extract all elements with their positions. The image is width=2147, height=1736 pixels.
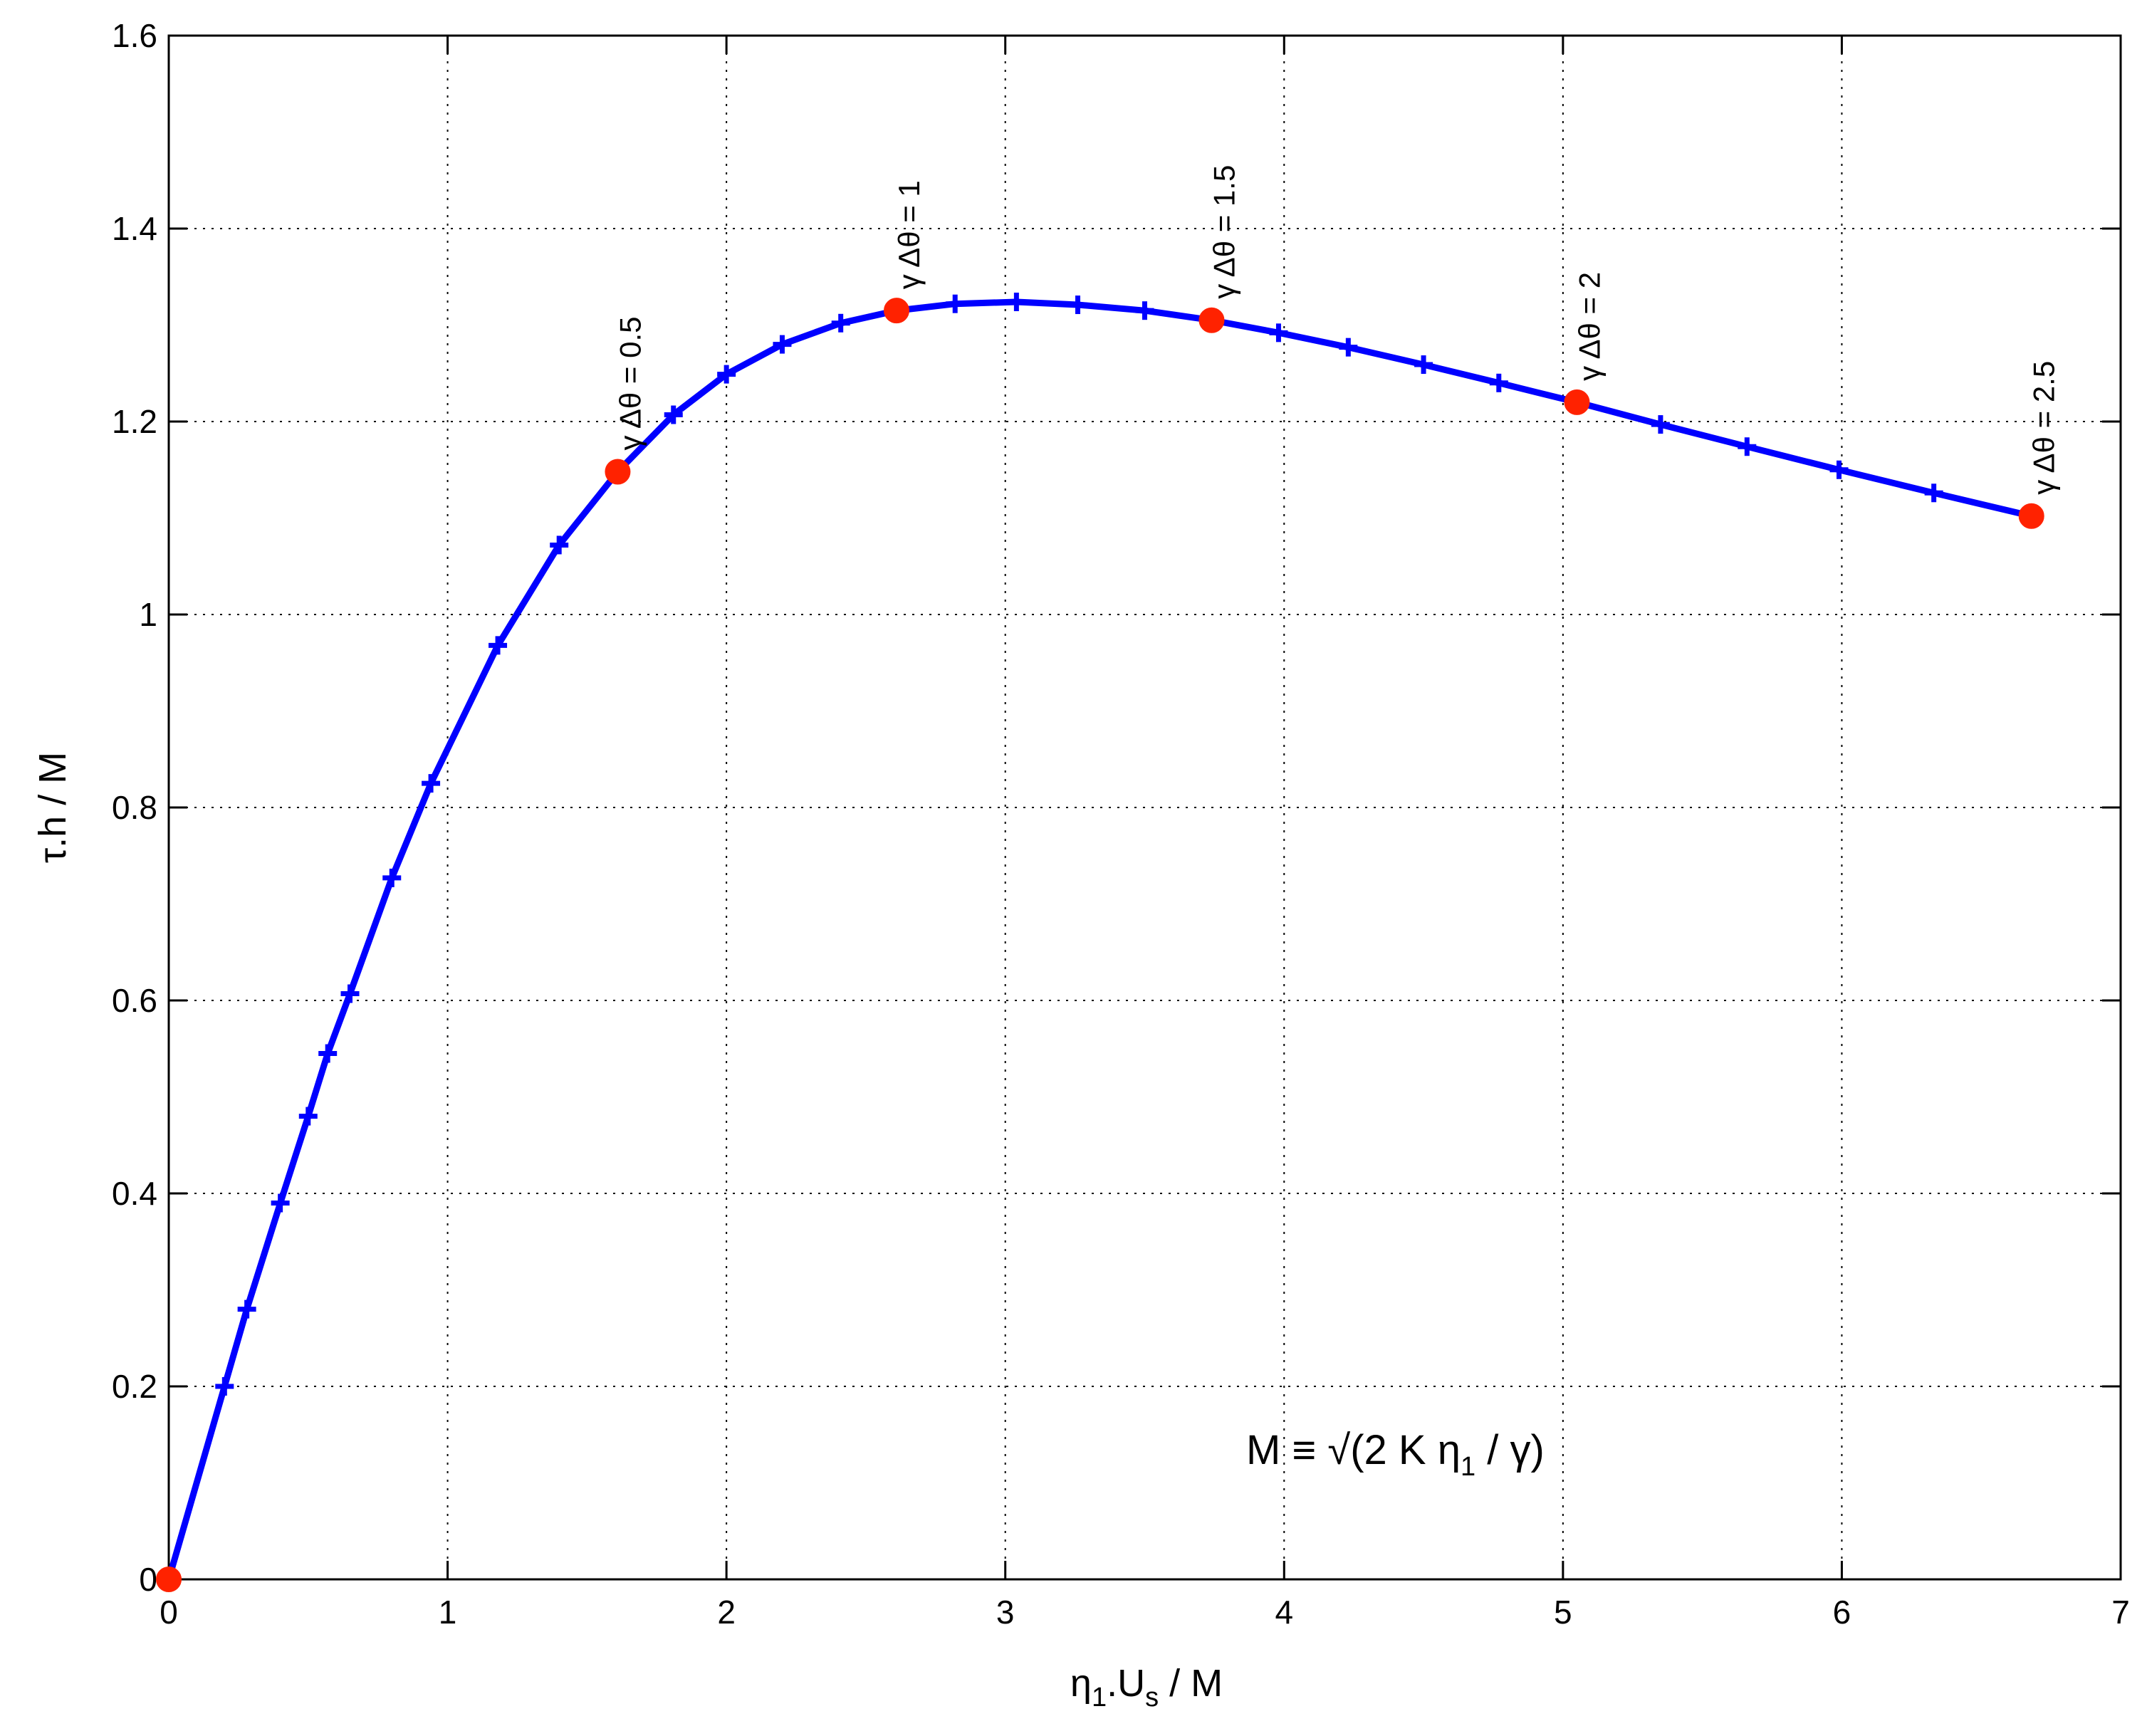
data-point [298, 1107, 318, 1126]
data-point [1924, 483, 1943, 503]
x-tick-label: 4 [1275, 1594, 1293, 1631]
data-point [271, 1193, 290, 1213]
grid-lines [169, 36, 2121, 1579]
data-point [237, 1300, 256, 1319]
y-tick-label: 1.6 [112, 17, 157, 54]
data-point [717, 365, 736, 384]
y-tick-label: 1.4 [112, 210, 157, 247]
y-tick-label: 0.6 [112, 982, 157, 1019]
point-annotation: γ Δθ = 2.5 [2027, 361, 2061, 495]
data-point [1068, 296, 1087, 315]
data-point [946, 294, 965, 313]
highlighted-points [156, 298, 2044, 1592]
data-point [773, 335, 792, 354]
data-point [1414, 355, 1433, 375]
highlighted-point [1198, 307, 1225, 333]
data-point [489, 636, 508, 655]
axis-ticks: 0 1 2 3 4 5 6 7 0 0.2 0.4 0.6 0.8 1 1.2 1.4 1.6 [112, 17, 2130, 1631]
data-point [1651, 415, 1670, 434]
data-point [1339, 338, 1358, 357]
formula-annotation: M ≡ √(2 K η1 / γ) [1246, 1427, 1545, 1482]
highlighted-point [605, 459, 631, 485]
x-tick-label: 5 [1554, 1594, 1572, 1631]
y-tick-label: 1.2 [112, 403, 157, 440]
x-tick-label: 0 [160, 1594, 178, 1631]
data-point [340, 984, 360, 1003]
data-point [1489, 373, 1508, 392]
x-axis-label: η1.Us / M [1070, 1662, 1223, 1713]
data-point [664, 405, 683, 424]
highlighted-point [1564, 389, 1590, 415]
data-point [831, 313, 850, 333]
data-point [422, 774, 441, 793]
y-axis-label: τ.h / M [31, 752, 74, 863]
point-annotation: γ Δθ = 1 [892, 180, 926, 289]
point-annotation: γ Δθ = 0.5 [613, 316, 647, 450]
x-tick-label: 1 [439, 1594, 457, 1631]
point-annotation: γ Δθ = 1.5 [1208, 165, 1241, 299]
series-line [165, 298, 2035, 1583]
data-point [318, 1044, 338, 1063]
y-tick-label: 1 [139, 596, 157, 633]
y-tick-label: 0.2 [112, 1368, 157, 1405]
data-point [215, 1377, 234, 1396]
highlighted-point [156, 1567, 182, 1592]
y-tick-label: 0.8 [112, 789, 157, 826]
x-tick-label: 3 [996, 1594, 1015, 1631]
data-point [1269, 323, 1288, 343]
data-point [1007, 292, 1026, 311]
data-point [1829, 460, 1849, 479]
x-tick-label: 7 [2111, 1594, 2130, 1631]
y-tick-label: 0.4 [112, 1175, 157, 1212]
data-point [550, 535, 569, 555]
highlighted-point [2018, 503, 2044, 529]
y-tick-label: 0 [139, 1561, 157, 1598]
data-point [382, 868, 402, 887]
highlighted-point [884, 298, 910, 324]
point-annotations: γ Δθ = 0.5 γ Δθ = 1 γ Δθ = 1.5 γ Δθ = 2 γ Δθ… [613, 165, 2060, 495]
x-tick-label: 2 [717, 1594, 736, 1631]
data-point [1738, 437, 1757, 456]
point-annotation: γ Δθ = 2 [1572, 272, 1606, 381]
x-tick-label: 6 [1833, 1594, 1851, 1631]
data-point [1135, 301, 1154, 320]
